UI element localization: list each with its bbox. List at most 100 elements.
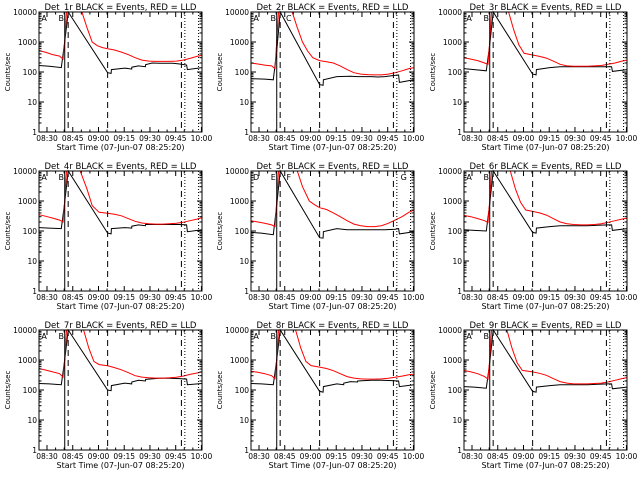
plot-frame: [38, 329, 203, 451]
plot-title: Det_3r BLACK = Events, RED = LLD: [470, 3, 622, 13]
x-tick-label: 09:30: [351, 452, 373, 461]
x-tick-label: 09:15: [538, 134, 560, 143]
plot-frame: [250, 170, 415, 292]
x-axis-label: Start Time (07-Jun-07 08:25:20): [269, 302, 397, 311]
lld-series-line: [38, 329, 203, 379]
y-tick-label: 1000: [443, 38, 462, 47]
x-tick-label: 08:45: [274, 134, 296, 143]
y-tick-label: 100: [23, 386, 38, 395]
y-tick-label: 1: [32, 446, 37, 455]
plot-title: Det_5r BLACK = Events, RED = LLD: [257, 162, 409, 172]
marker-letter: B: [59, 173, 65, 182]
x-tick-label: 10:00: [616, 134, 638, 143]
y-axis-label: Counts/sec: [4, 212, 12, 251]
marker-letter: B: [484, 14, 490, 23]
y-tick-label: 100: [235, 386, 250, 395]
x-tick-label: 09:45: [590, 293, 612, 302]
y-tick-label: 100: [235, 227, 250, 236]
lld-series-line: [38, 170, 203, 225]
plot-title: Det_2r BLACK = Events, RED = LLD: [257, 3, 409, 13]
x-tick-label: 10:00: [403, 293, 425, 302]
y-axis-label: Counts/sec: [216, 371, 224, 410]
y-tick-label: 1: [32, 287, 37, 296]
y-tick-label: 10000: [225, 326, 249, 335]
x-tick-label: 08:30: [36, 134, 58, 143]
lld-series-line: [250, 329, 415, 380]
y-axis-label: Counts/sec: [216, 53, 224, 92]
y-tick-label: 100: [23, 68, 38, 77]
plot-title: Det_7r BLACK = Events, RED = LLD: [45, 321, 197, 331]
x-tick-label: 09:45: [165, 452, 187, 461]
x-tick-label: 09:45: [377, 134, 399, 143]
marker-letter: C: [286, 14, 292, 23]
x-tick-label: 10:00: [616, 293, 638, 302]
marker-letter: A: [41, 332, 47, 341]
y-tick-label: 10: [452, 98, 462, 107]
y-tick-label: 1000: [18, 38, 37, 47]
y-axis-label: Counts/sec: [429, 53, 437, 92]
marker-letter: A: [253, 14, 259, 23]
x-tick-label: 10:00: [403, 134, 425, 143]
x-tick-label: 09:00: [88, 452, 110, 461]
x-axis-label: Start Time (07-Jun-07 08:25:20): [482, 302, 610, 311]
x-tick-label: 08:30: [248, 134, 270, 143]
y-tick-label: 10: [27, 98, 37, 107]
y-axis-label: Counts/sec: [4, 371, 12, 410]
x-tick-label: 09:15: [325, 293, 347, 302]
y-tick-label: 1000: [18, 356, 37, 365]
x-tick-label: 09:45: [165, 293, 187, 302]
y-tick-label: 100: [448, 68, 463, 77]
y-tick-label: 1: [457, 287, 462, 296]
y-axis-label: Counts/sec: [216, 212, 224, 251]
plot-frame: [250, 329, 415, 451]
y-tick-label: 1: [244, 287, 249, 296]
x-axis-label: Start Time (07-Jun-07 08:25:20): [57, 143, 185, 152]
x-tick-label: 09:30: [139, 452, 161, 461]
x-tick-label: 09:30: [351, 293, 373, 302]
y-tick-label: 10000: [438, 8, 462, 17]
x-tick-label: 09:45: [590, 134, 612, 143]
x-tick-label: 09:00: [88, 293, 110, 302]
y-tick-label: 100: [448, 227, 463, 236]
marker-letter: G: [401, 173, 407, 182]
y-tick-label: 10: [239, 98, 249, 107]
lld-series-line: [463, 11, 628, 67]
x-tick-label: 08:45: [62, 293, 84, 302]
marker-letter: A: [466, 332, 472, 341]
marker-letter: B: [484, 332, 490, 341]
x-tick-label: 09:15: [538, 293, 560, 302]
x-tick-label: 08:45: [487, 452, 509, 461]
plot-frame: [250, 11, 415, 133]
x-tick-label: 09:15: [113, 134, 135, 143]
plot-title: Det_6r BLACK = Events, RED = LLD: [470, 162, 622, 172]
y-axis-label: Counts/sec: [4, 53, 12, 92]
y-tick-label: 10000: [438, 326, 462, 335]
x-tick-label: 10:00: [403, 452, 425, 461]
x-tick-label: 08:30: [248, 293, 270, 302]
x-tick-label: 08:30: [36, 452, 58, 461]
x-tick-label: 09:00: [300, 134, 322, 143]
x-tick-label: 09:00: [513, 134, 535, 143]
x-tick-label: 09:15: [325, 452, 347, 461]
x-tick-label: 09:00: [513, 452, 535, 461]
y-tick-label: 10000: [13, 326, 37, 335]
y-tick-label: 10: [27, 257, 37, 266]
x-tick-label: 08:45: [487, 293, 509, 302]
plot-frame: [463, 329, 628, 451]
x-tick-label: 09:00: [300, 452, 322, 461]
x-tick-label: 08:30: [248, 452, 270, 461]
x-tick-label: 09:15: [113, 452, 135, 461]
y-tick-label: 10: [27, 416, 37, 425]
plot-title: Det_8r BLACK = Events, RED = LLD: [257, 321, 409, 331]
y-tick-label: 10: [239, 257, 249, 266]
y-axis-label: Counts/sec: [429, 371, 437, 410]
x-tick-label: 08:45: [487, 134, 509, 143]
x-tick-label: 09:00: [88, 134, 110, 143]
y-tick-label: 1: [244, 446, 249, 455]
x-tick-label: 09:15: [113, 293, 135, 302]
x-tick-label: 08:45: [274, 293, 296, 302]
plot-frame: [463, 11, 628, 133]
y-tick-label: 1000: [443, 356, 462, 365]
